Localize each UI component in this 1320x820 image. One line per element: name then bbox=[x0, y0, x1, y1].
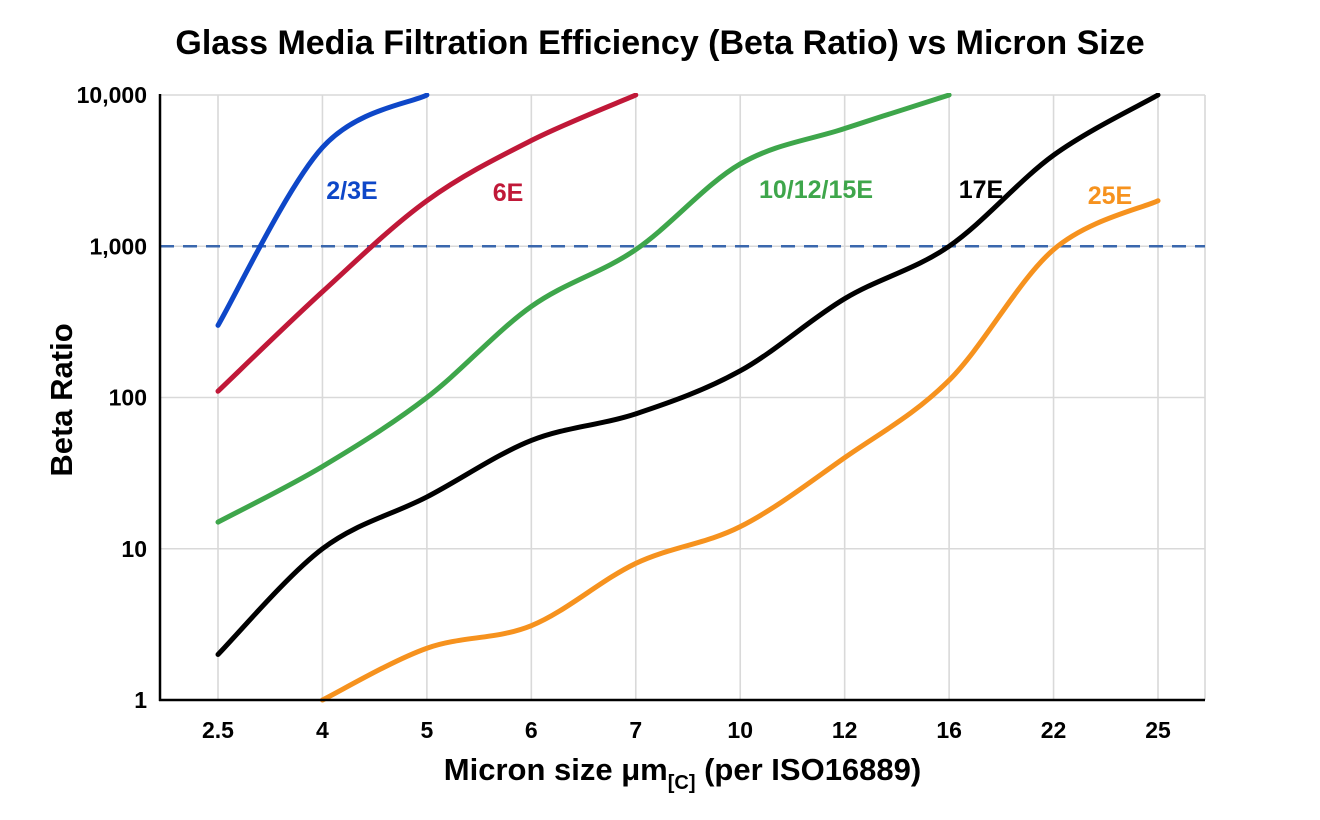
x-tick-label: 12 bbox=[832, 717, 858, 743]
series-line-25e bbox=[319, 198, 1161, 703]
series-label-2-3e: 2/3E bbox=[326, 177, 377, 205]
x-axis-title-subscript: [C] bbox=[667, 772, 696, 794]
x-axis-title-text: Micron size μm bbox=[443, 752, 668, 787]
series-line-6e bbox=[215, 93, 639, 394]
x-tick-label: 25 bbox=[1145, 717, 1171, 743]
x-tick-label: 5 bbox=[420, 717, 433, 743]
series-line-17e bbox=[215, 93, 1161, 657]
series-label-17e: 17E bbox=[959, 176, 1003, 204]
x-tick-label: 6 bbox=[525, 717, 538, 743]
y-tick-label: 100 bbox=[109, 385, 147, 411]
series-label-25e: 25E bbox=[1088, 182, 1132, 210]
series-label-6e: 6E bbox=[493, 179, 524, 207]
x-tick-label: 7 bbox=[629, 717, 642, 743]
x-tick-label: 16 bbox=[936, 717, 962, 743]
series-label-10-12-15e: 10/12/15E bbox=[759, 176, 873, 204]
y-tick-label: 1 bbox=[134, 687, 147, 713]
y-tick-label: 10 bbox=[121, 536, 147, 562]
y-tick-label: 10,000 bbox=[77, 82, 147, 108]
series-group bbox=[215, 93, 1161, 703]
series-line-2-3e bbox=[215, 93, 430, 328]
series-line-10-12-15e bbox=[215, 93, 952, 525]
x-axis-title: Micron size μm[C] (per ISO16889) bbox=[160, 752, 1205, 795]
x-tick-label: 2.5 bbox=[202, 717, 234, 743]
x-tick-label: 10 bbox=[727, 717, 753, 743]
x-tick-label: 22 bbox=[1041, 717, 1067, 743]
x-axis-title-suffix: (per ISO16889) bbox=[695, 752, 922, 787]
y-tick-label: 1,000 bbox=[89, 233, 147, 259]
x-tick-label: 4 bbox=[316, 717, 329, 743]
chart-title: Glass Media Filtration Efficiency (Beta … bbox=[175, 24, 1145, 62]
